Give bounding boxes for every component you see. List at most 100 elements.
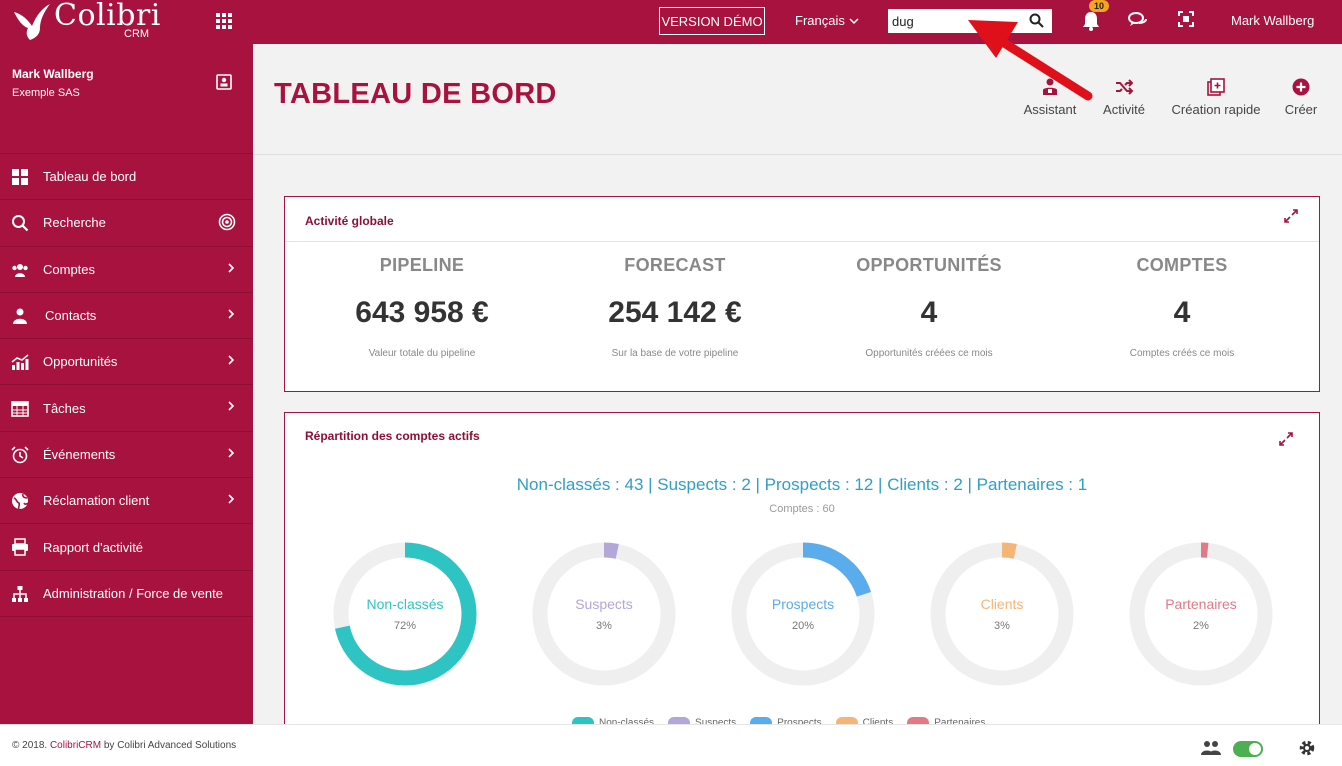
top-bar: Colibri CRM VERSION DÉMO Français 10 Mar… [0,0,1342,44]
contacts-icon [13,308,27,324]
donut-slice[interactable] [532,542,676,686]
chevron-right-icon [228,448,235,458]
sidebar-item-label: Tableau de bord [43,169,137,185]
kpi-value: 254 142 € [608,296,742,329]
donut-label: Suspects [575,596,633,612]
donut-label: Non-classés [366,596,444,612]
donut-slice[interactable] [333,542,477,686]
footer-prefix: © 2018. [12,740,50,751]
activity-button[interactable]: Activité [1098,78,1150,117]
panel-title: Activité globale [305,214,394,228]
language-select[interactable]: Français [795,13,859,28]
footer-copyright: © 2018. ColibriCRM by Colibri Advanced S… [12,740,236,751]
sidebar-item-administration[interactable]: Administration / Force de vente [0,571,253,617]
assistant-button[interactable]: Assistant [1018,78,1082,117]
sidebar-item-label: Comptes [43,261,96,277]
chat-icon[interactable] [1128,11,1148,29]
fullscreen-icon[interactable] [1178,11,1194,27]
donut-svg [1129,542,1273,686]
alarm-icon [11,446,29,464]
donut-label: Partenaires [1165,596,1237,612]
donut-slice[interactable] [930,542,1074,686]
kpi-subtext: Comptes créés ce mois [1129,348,1235,359]
create-label: Créer [1284,102,1318,117]
kpi-label: PIPELINE [379,255,465,275]
kpi-value: 4 [1173,296,1191,329]
demo-version-button[interactable]: VERSION DÉMO [659,7,765,35]
donut-3[interactable]: Clients 3% [926,538,1078,690]
sidebar: Mark Wallberg Exemple SAS Tableau de bor… [0,44,253,724]
donut-1[interactable]: Suspects 3% [528,538,680,690]
chevron-right-icon [228,355,235,365]
donut-percent: 20% [791,620,815,632]
contact-card-icon[interactable] [216,74,232,90]
top-user-name[interactable]: Mark Wallberg [1231,13,1315,28]
donut-percent: 3% [596,620,612,632]
donut-0[interactable]: Non-classés 72% [329,538,481,690]
chart-icon [11,354,29,371]
quick-create-icon [1207,78,1225,96]
legend-label: Prospects [777,718,821,729]
search-icon[interactable] [1029,13,1044,28]
footer-brand-link[interactable]: ColibriCRM [49,740,102,751]
assistant-label: Assistant [1023,102,1077,117]
gear-icon[interactable] [1298,739,1316,757]
sidebar-item-label: Administration / Force de vente [43,585,223,601]
users-icon[interactable] [1200,740,1222,756]
status-toggle[interactable] [1233,741,1263,757]
sitemap-icon [12,585,28,602]
donut-percent: 2% [1193,620,1209,632]
donut-svg [333,542,477,686]
sidebar-item-accounts[interactable]: Comptes [0,247,253,293]
sidebar-user-block: Mark Wallberg Exemple SAS [0,44,253,154]
dashboard-icon [12,169,28,185]
sidebar-item-label: Réclamation client [43,493,150,509]
red-arrow-annotation [968,20,1093,101]
sidebar-item-customer-claims[interactable]: Réclamation client [0,478,253,525]
expand-icon[interactable] [1284,209,1298,223]
legend-label: Clients [863,718,894,729]
donut-svg [532,542,676,686]
donut-2[interactable]: Prospects 20% [727,538,879,690]
sidebar-company: Exemple SAS [12,87,80,99]
sidebar-item-events[interactable]: Événements [0,432,253,479]
kpi-subtext: Sur la base de votre pipeline [611,348,739,359]
sidebar-item-dashboard[interactable]: Tableau de bord [0,154,253,201]
kpi-subtext: Opportunités créées ce mois [865,348,993,359]
chevron-right-icon [228,494,235,504]
expand-icon[interactable] [1279,432,1293,446]
header-divider [253,154,1342,155]
sidebar-item-label: Recherche [43,215,106,231]
kpi-label: FORECAST [624,255,726,275]
donut-4[interactable]: Partenaires 2% [1125,538,1277,690]
notification-badge: 10 [1089,0,1110,12]
apps-grid-icon[interactable] [216,13,232,29]
chevron-down-icon [849,17,859,24]
sidebar-item-activity-report[interactable]: Rapport d'activité [0,524,253,571]
chevron-right-icon [228,263,235,273]
sidebar-item-tasks[interactable]: Tâches [0,385,253,432]
quick-create-button[interactable]: Création rapide [1168,78,1264,117]
logo[interactable]: Colibri CRM [8,0,168,44]
kpi-accounts: COMPTES 4 Comptes créés ce mois [1055,255,1309,359]
sidebar-user-name[interactable]: Mark Wallberg [12,67,94,81]
footer: © 2018. ColibriCRM by Colibri Advanced S… [0,724,1342,766]
legend-label: Suspects [695,718,736,729]
donut-slice[interactable] [1129,542,1273,686]
bell-icon[interactable] [1082,11,1100,31]
donut-percent: 3% [994,620,1010,632]
target-icon[interactable] [218,213,236,231]
accounts-total: Comptes : 60 [769,503,835,515]
create-button[interactable]: Créer [1282,78,1320,117]
assistant-icon [1043,78,1057,95]
panel-title: Répartition des comptes actifs [305,429,480,443]
sidebar-item-contacts[interactable]: Contacts [0,293,253,340]
plus-circle-icon [1292,78,1310,96]
donut-track [930,542,1074,686]
sidebar-item-label: Opportunités [43,354,118,370]
sidebar-item-label: Rapport d'activité [43,539,144,555]
sidebar-item-opportunities[interactable]: Opportunités [0,339,253,386]
sidebar-item-search[interactable]: Recherche [0,200,253,247]
donut-slice[interactable] [731,542,875,686]
donut-svg [731,542,875,686]
